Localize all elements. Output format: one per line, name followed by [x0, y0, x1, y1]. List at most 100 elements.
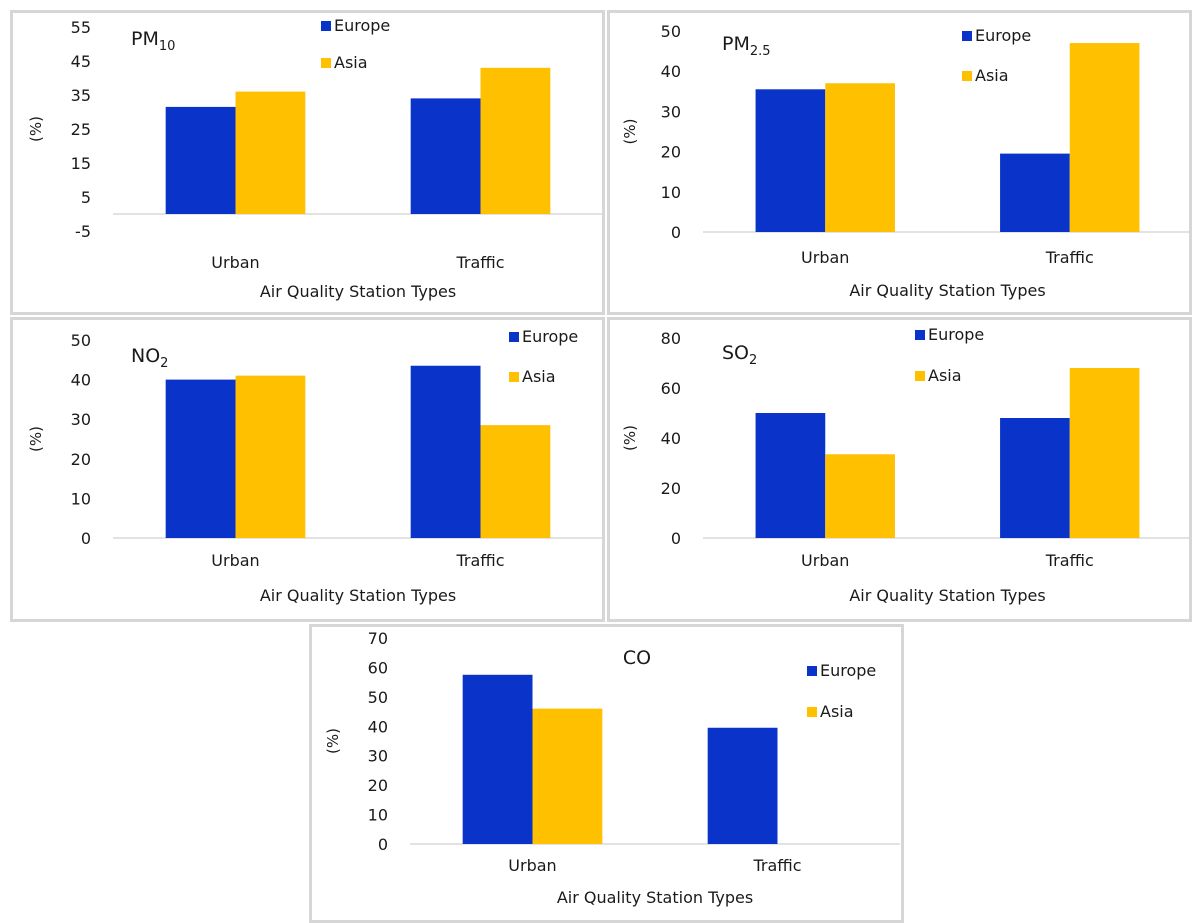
y-tick-label: 0	[671, 223, 681, 242]
y-tick-label: 40	[368, 717, 388, 736]
bar-europe-traffic	[410, 365, 481, 538]
chart-co: 70 60 50 40 30 20 10 0 Urban Traffic Air Quality S…	[324, 629, 900, 907]
legend-label-europe: Europe	[820, 661, 876, 680]
y-tick-label: 40	[71, 371, 91, 390]
x-tick-label: Urban	[211, 253, 259, 272]
chart-panel-pm25: 50 40 30 20 10 0 Urban Traffic Air Quality Stati…	[607, 10, 1192, 315]
y-axis-title: (%)	[27, 116, 45, 142]
legend-label-europe: Europe	[522, 327, 578, 346]
x-tick-label: Traffic	[752, 856, 801, 875]
y-axis-title: (%)	[621, 119, 639, 145]
chart-title: SO2	[722, 342, 757, 368]
bar-asia-urban	[235, 91, 306, 214]
y-tick-label: 10	[661, 183, 681, 202]
y-tick-label: 50	[368, 688, 388, 707]
legend-swatch-asia	[509, 372, 519, 382]
legend-swatch-europe	[321, 21, 331, 31]
legend-swatch-asia	[962, 71, 972, 81]
bar-asia-traffic	[1069, 368, 1140, 538]
x-tick-label: Urban	[801, 248, 849, 267]
x-tick-label: Urban	[211, 551, 259, 570]
chart-title: PM2.5	[722, 33, 771, 59]
y-tick-label: 30	[71, 410, 91, 429]
y-tick-label: 20	[661, 143, 681, 162]
y-tick-label: 60	[368, 658, 388, 677]
bar-europe-urban	[755, 89, 826, 232]
y-tick-label: 60	[661, 379, 681, 398]
legend-swatch-europe	[509, 332, 519, 342]
chart-panel-co: 70 60 50 40 30 20 10 0 Urban Traffic Air Quality S…	[309, 624, 904, 923]
legend-swatch-asia	[915, 371, 925, 381]
y-axis-title: (%)	[621, 425, 639, 451]
y-tick-label: 50	[71, 331, 91, 350]
y-tick-label: 10	[368, 806, 388, 825]
chart-title: PM10	[131, 28, 175, 54]
y-tick-label: 20	[71, 450, 91, 469]
y-tick-label: 15	[71, 154, 91, 173]
legend-swatch-europe	[807, 666, 817, 676]
y-tick-label: 45	[71, 52, 91, 71]
legend-label-asia: Asia	[820, 702, 854, 721]
x-tick-label: Urban	[801, 551, 849, 570]
legend-label-asia: Asia	[334, 53, 368, 72]
chart-title: NO2	[131, 345, 168, 371]
legend-label-europe: Europe	[975, 26, 1031, 45]
chart-no2: 50 40 30 20 10 0 Urban Traffic Air Quality Stati…	[27, 327, 602, 605]
x-tick-label: Traffic	[455, 551, 504, 570]
chart-panel-so2: 80 60 40 20 0 Urban Traffic Air Quality Station…	[607, 317, 1192, 622]
bar-asia-urban	[532, 708, 603, 844]
x-tick-label: Traffic	[1045, 248, 1094, 267]
y-tick-label: 40	[661, 62, 681, 81]
y-tick-label: 40	[661, 429, 681, 448]
y-tick-label: 55	[71, 18, 91, 37]
legend-label-asia: Asia	[975, 66, 1009, 85]
bar-asia-urban	[235, 375, 306, 538]
bar-europe-urban	[165, 379, 236, 538]
y-tick-label: 5	[81, 188, 91, 207]
legend-label-asia: Asia	[522, 367, 556, 386]
y-tick-label: 0	[671, 529, 681, 548]
bar-europe-urban	[165, 106, 236, 214]
legend-label-europe: Europe	[928, 325, 984, 344]
bar-asia-traffic	[480, 425, 551, 538]
x-axis-title: Air Quality Station Types	[557, 888, 753, 907]
y-tick-label: 50	[661, 22, 681, 41]
x-axis-title: Air Quality Station Types	[260, 586, 456, 605]
y-axis-title: (%)	[324, 728, 342, 754]
bar-europe-traffic	[1000, 418, 1070, 538]
x-axis-title: Air Quality Station Types	[260, 282, 456, 301]
legend-swatch-asia	[807, 707, 817, 717]
x-tick-label: Traffic	[1045, 551, 1094, 570]
bar-europe-urban	[462, 674, 533, 844]
bar-europe-traffic	[1000, 153, 1070, 232]
bar-europe-traffic	[410, 98, 481, 214]
chart-panel-no2: 50 40 30 20 10 0 Urban Traffic Air Quality Stati…	[10, 317, 605, 622]
legend-swatch-asia	[321, 58, 331, 68]
y-tick-label: 35	[71, 86, 91, 105]
y-tick-label: 80	[661, 329, 681, 348]
y-tick-label: -5	[75, 222, 91, 241]
y-tick-label: 20	[368, 776, 388, 795]
chart-title: CO	[623, 647, 651, 669]
legend-label-europe: Europe	[334, 16, 390, 35]
y-tick-label: 70	[368, 629, 388, 648]
chart-pm10: 55 45 35 25 15 5 -5 Urban Traffic Air Quality Sta…	[27, 16, 602, 301]
legend-label-asia: Asia	[928, 366, 962, 385]
bar-europe-urban	[755, 413, 826, 538]
bar-asia-traffic	[480, 67, 551, 214]
x-tick-label: Urban	[508, 856, 556, 875]
y-tick-label: 0	[378, 835, 388, 854]
y-tick-label: 30	[368, 747, 388, 766]
chart-panel-pm10: 55 45 35 25 15 5 -5 Urban Traffic Air Quality Sta…	[10, 10, 605, 315]
y-tick-label: 20	[661, 479, 681, 498]
x-tick-label: Traffic	[455, 253, 504, 272]
bar-asia-traffic	[1069, 43, 1140, 232]
y-tick-label: 10	[71, 489, 91, 508]
x-axis-title: Air Quality Station Types	[849, 586, 1045, 605]
bar-europe-traffic	[707, 727, 778, 844]
y-tick-label: 30	[661, 102, 681, 121]
y-tick-label: 25	[71, 120, 91, 139]
y-tick-label: 0	[81, 529, 91, 548]
bar-asia-urban	[825, 454, 895, 538]
